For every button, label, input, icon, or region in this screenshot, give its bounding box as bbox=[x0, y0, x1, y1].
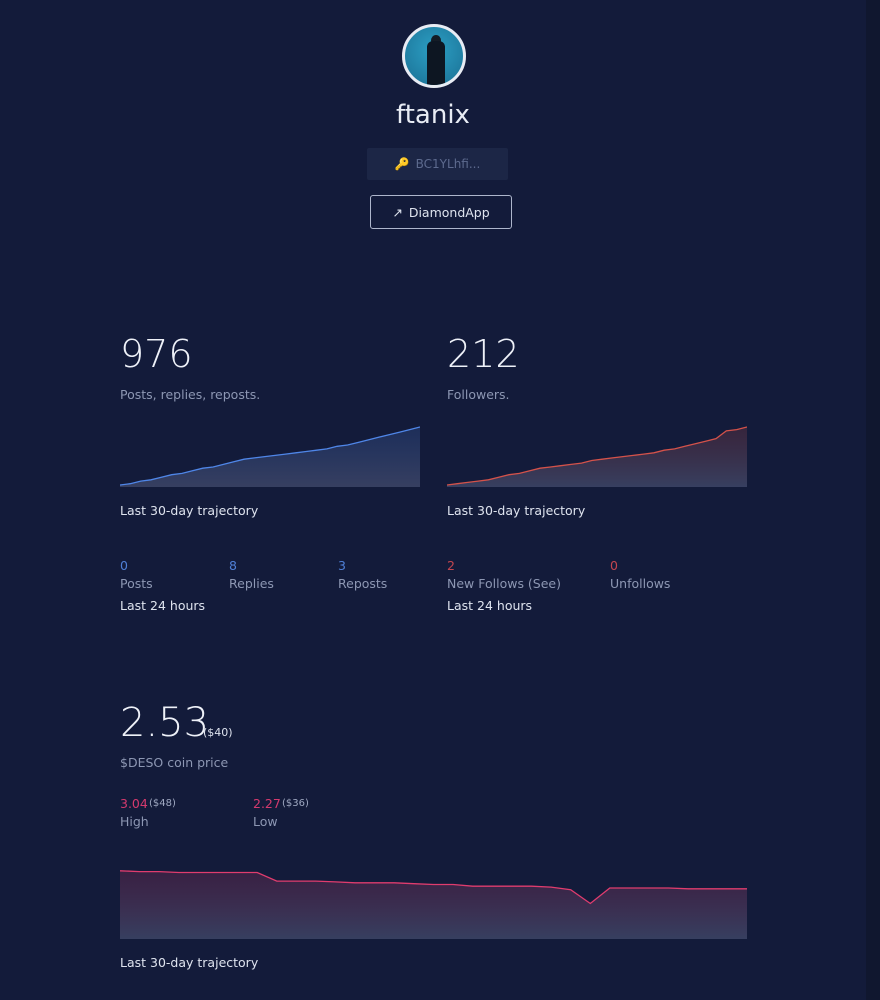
coin-price-usd: ($40) bbox=[203, 726, 233, 739]
stat-replies-label: Replies bbox=[229, 576, 274, 591]
diamondapp-link[interactable]: ↗ DiamondApp bbox=[370, 195, 512, 229]
posts-trajectory-chart bbox=[120, 426, 420, 487]
stat-reposts-label: Reposts bbox=[338, 576, 388, 591]
coin-trajectory-line bbox=[120, 870, 747, 905]
coin-low-usd: ($36) bbox=[282, 798, 309, 809]
scrollbar[interactable] bbox=[866, 0, 880, 1000]
posts-caption: Posts, replies, reposts. bbox=[120, 387, 261, 402]
followers-period: Last 24 hours bbox=[447, 598, 533, 613]
posts-trajectory-area bbox=[120, 427, 420, 487]
followers-trajectory-line bbox=[447, 426, 747, 486]
followers-caption: Followers. bbox=[447, 387, 510, 402]
followers-trajectory-label: Last 30-day trajectory bbox=[447, 503, 586, 518]
coin-price: 2.53 bbox=[120, 700, 210, 746]
coin-high-usd: ($48) bbox=[149, 798, 176, 809]
stat-unfollows-label: Unfollows bbox=[610, 576, 671, 591]
posts-period: Last 24 hours bbox=[120, 598, 206, 613]
posts-total: 976 bbox=[120, 332, 193, 376]
coin-low-label: Low bbox=[253, 814, 278, 829]
followers-total: 212 bbox=[447, 332, 520, 376]
stat-new-follows-link[interactable]: New Follows (See) bbox=[447, 576, 562, 591]
posts-trajectory-label: Last 30-day trajectory bbox=[120, 503, 259, 518]
coin-trajectory-chart bbox=[120, 870, 747, 939]
stat-new-follows-value: 2 bbox=[447, 558, 455, 573]
stat-posts-label: Posts bbox=[120, 576, 153, 591]
stat-replies-value: 8 bbox=[229, 558, 237, 573]
coin-trajectory-area bbox=[120, 870, 747, 939]
coin-high-label: High bbox=[120, 814, 149, 829]
username: ftanix bbox=[396, 100, 470, 130]
key-icon: 🔑 bbox=[394, 157, 410, 171]
external-link-icon: ↗ bbox=[392, 204, 403, 220]
stat-reposts-value: 3 bbox=[338, 558, 346, 573]
coin-high-value: 3.04 bbox=[120, 796, 148, 811]
stat-posts-value: 0 bbox=[120, 558, 128, 573]
followers-trajectory-chart bbox=[447, 426, 747, 487]
coin-caption: $DESO coin price bbox=[120, 755, 229, 770]
coin-low-value: 2.27 bbox=[253, 796, 281, 811]
avatar bbox=[402, 24, 466, 88]
followers-trajectory-area bbox=[447, 427, 747, 487]
stat-unfollows-value: 0 bbox=[610, 558, 618, 573]
coin-trajectory-label: Last 30-day trajectory bbox=[120, 955, 259, 970]
posts-trajectory-line bbox=[120, 426, 420, 486]
public-key-button[interactable]: 🔑 BC1YLhfi... bbox=[367, 148, 508, 180]
